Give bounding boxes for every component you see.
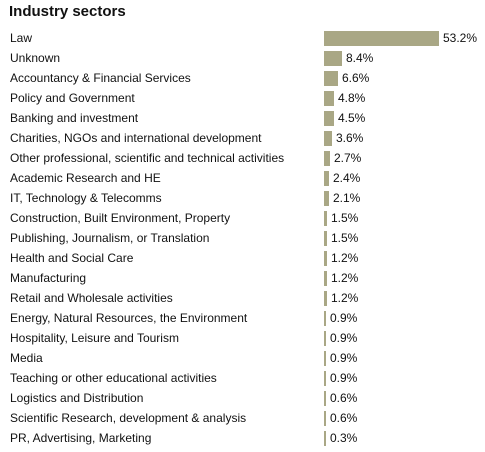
value-label: 0.9% [330,351,358,365]
value-label: 1.2% [331,271,359,285]
category-label: Construction, Built Environment, Propert… [10,211,231,225]
bar [324,131,332,146]
bar [324,351,326,366]
category-label: Media [10,351,43,365]
value-label: 2.1% [333,191,361,205]
bar [324,411,326,426]
category-label: IT, Technology & Telecomms [10,191,162,205]
category-label: Charities, NGOs and international develo… [10,131,262,145]
category-label: Teaching or other educational activities [10,371,217,385]
bar [324,71,338,86]
value-label: 6.6% [342,71,370,85]
category-label: Manufacturing [10,271,87,285]
category-label: Retail and Wholesale activities [10,291,173,305]
bar-row: Manufacturing 1.2% [0,268,485,288]
bar-row: Publishing, Journalism, or Translation 1.… [0,228,485,248]
category-label: Unknown [10,51,61,65]
bar-row: Charities, NGOs and international develo… [0,128,485,148]
bar-row: Construction, Built Environment, Propert… [0,208,485,228]
bar [324,111,334,126]
bar [324,431,326,446]
bar-row: Other professional, scientific and techn… [0,148,485,168]
value-label: 1.5% [331,231,359,245]
bar [324,371,326,386]
bar-row: IT, Technology & Telecomms 2.1% [0,188,485,208]
value-label: 3.6% [336,131,364,145]
value-label: 4.5% [338,111,366,125]
bar-row: Teaching or other educational activities… [0,368,485,388]
bar [324,31,439,46]
bar-row: Policy and Government 4.8% [0,88,485,108]
category-label: Banking and investment [10,111,139,125]
category-label: Energy, Natural Resources, the Environme… [10,311,248,325]
bar [324,271,327,286]
value-label: 0.9% [330,331,358,345]
bar [324,151,330,166]
category-label: Policy and Government [10,91,135,105]
bar [324,231,327,246]
bar [324,251,327,266]
value-label: 0.3% [330,431,358,445]
value-label: 0.6% [330,411,358,425]
value-label: 53.2% [443,31,478,45]
category-label: Accountancy & Financial Services [10,71,191,85]
value-label: 0.9% [330,311,358,325]
value-label: 1.2% [331,251,359,265]
value-label: 1.2% [331,291,359,305]
category-label: Academic Research and HE [10,171,161,185]
category-label: Other professional, scientific and techn… [10,151,285,165]
category-label: PR, Advertising, Marketing [10,431,152,445]
bar-rows: Law 53.2% Unknown 8.4% Accountancy & Financi… [0,28,485,448]
bar-row: Energy, Natural Resources, the Environme… [0,308,485,328]
bar [324,331,326,346]
bar [324,291,327,306]
bar-row: Media 0.9% [0,348,485,368]
bar [324,51,342,66]
bar [324,391,326,406]
bar [324,191,329,206]
category-label: Publishing, Journalism, or Translation [10,231,210,245]
chart-title: Industry sectors [9,3,126,20]
bar [324,311,326,326]
bar [324,171,329,186]
bar [324,91,334,106]
bar-row: Accountancy & Financial Services 6.6% [0,68,485,88]
bar-row: Health and Social Care 1.2% [0,248,485,268]
value-label: 0.9% [330,371,358,385]
value-label: 8.4% [346,51,374,65]
value-label: 1.5% [331,211,359,225]
bar-row: Academic Research and HE 2.4% [0,168,485,188]
category-label: Law [10,31,33,45]
bar-row: Hospitality, Leisure and Tourism 0.9% [0,328,485,348]
bar [324,211,327,226]
value-label: 4.8% [338,91,366,105]
bar-row: Retail and Wholesale activities 1.2% [0,288,485,308]
category-label: Health and Social Care [10,251,134,265]
category-label: Hospitality, Leisure and Tourism [10,331,179,345]
bar-row: PR, Advertising, Marketing 0.3% [0,428,485,448]
bar-row: Logistics and Distribution 0.6% [0,388,485,408]
value-label: 2.4% [333,171,361,185]
value-label: 2.7% [334,151,362,165]
bar-row: Scientific Research, development & analy… [0,408,485,428]
bar-row: Unknown 8.4% [0,48,485,68]
value-label: 0.6% [330,391,358,405]
bar-row: Banking and investment 4.5% [0,108,485,128]
bar-row: Law 53.2% [0,28,485,48]
category-label: Logistics and Distribution [10,391,144,405]
category-label: Scientific Research, development & analy… [10,411,247,425]
